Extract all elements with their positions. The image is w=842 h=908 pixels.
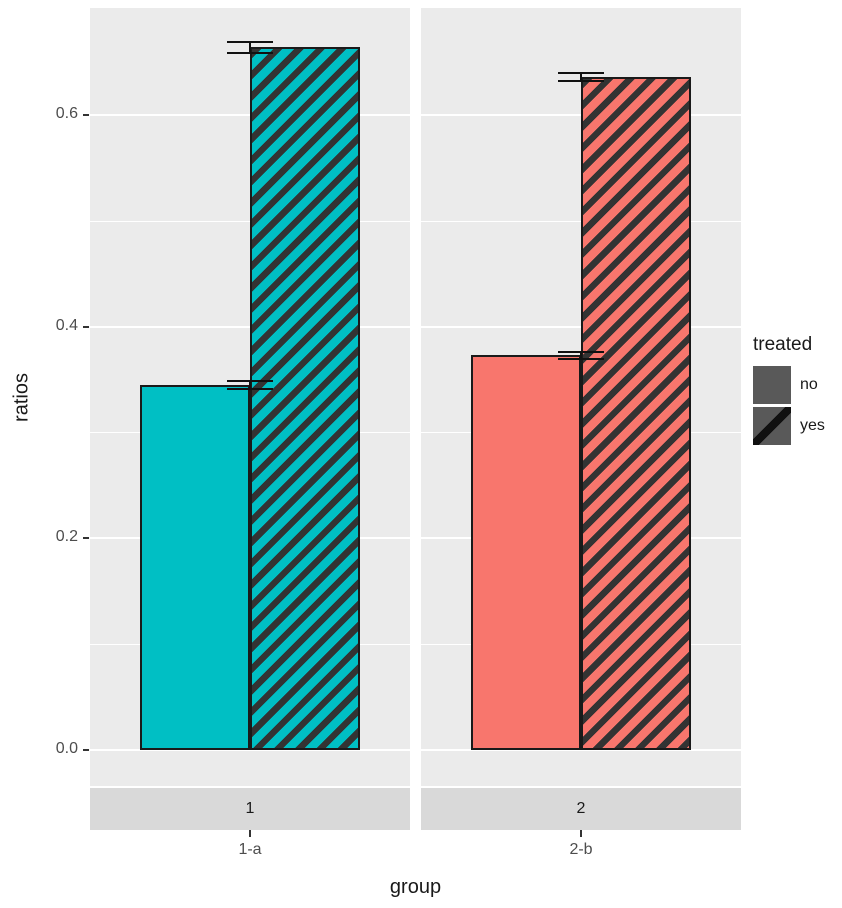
facet-strip-2: 2 [421,788,741,830]
facet-2: 2 2-b [421,0,741,908]
y-tick-mark [83,114,89,117]
y-tick-mark [83,537,89,540]
bar-1-no [140,384,250,750]
bar-2-yes [581,77,691,750]
strip-label-1: 1 [245,800,255,817]
legend-entry-yes-label: yes [800,417,825,434]
legend-title: treated [753,334,813,355]
facet-1: 1 1-a [90,0,410,908]
legend-entry-yes: yes [753,407,825,445]
x-tick-label-1: 1-a [238,841,262,858]
y-tick-label: 0.2 [55,528,78,546]
legend: treated no yes [753,334,825,448]
bar-1-yes [250,47,360,750]
bar-2-no [471,355,581,750]
y-tick-label: 0.0 [55,740,78,757]
panel-2 [421,8,741,786]
y-tick-label: 0.6 [55,105,78,123]
legend-entry-no-label: no [800,376,818,393]
gridline-major [421,749,741,751]
panel-1 [90,8,410,786]
y-tick-label: 0.4 [55,316,78,334]
errorbar-2-no [558,351,604,360]
gridline-major [90,749,410,751]
y-tick-mark [83,325,89,328]
errorbar-2-yes [558,71,604,83]
legend-key-stripe-icon [753,407,791,445]
x-tick-label-2: 2-b [569,841,593,858]
legend-entry-no: no [753,366,825,404]
strip-label-2: 2 [576,800,586,817]
y-tick-mark [83,749,89,751]
y-axis-title: ratios [10,373,33,422]
facet-strip-1: 1 [90,788,410,830]
legend-key-solid-icon [753,366,791,404]
x-axis-title: group [389,876,442,898]
errorbar-1-no [227,379,273,391]
errorbar-1-yes [227,41,273,54]
x-tick-mark-1 [249,830,251,837]
x-tick-mark-2 [580,830,582,837]
